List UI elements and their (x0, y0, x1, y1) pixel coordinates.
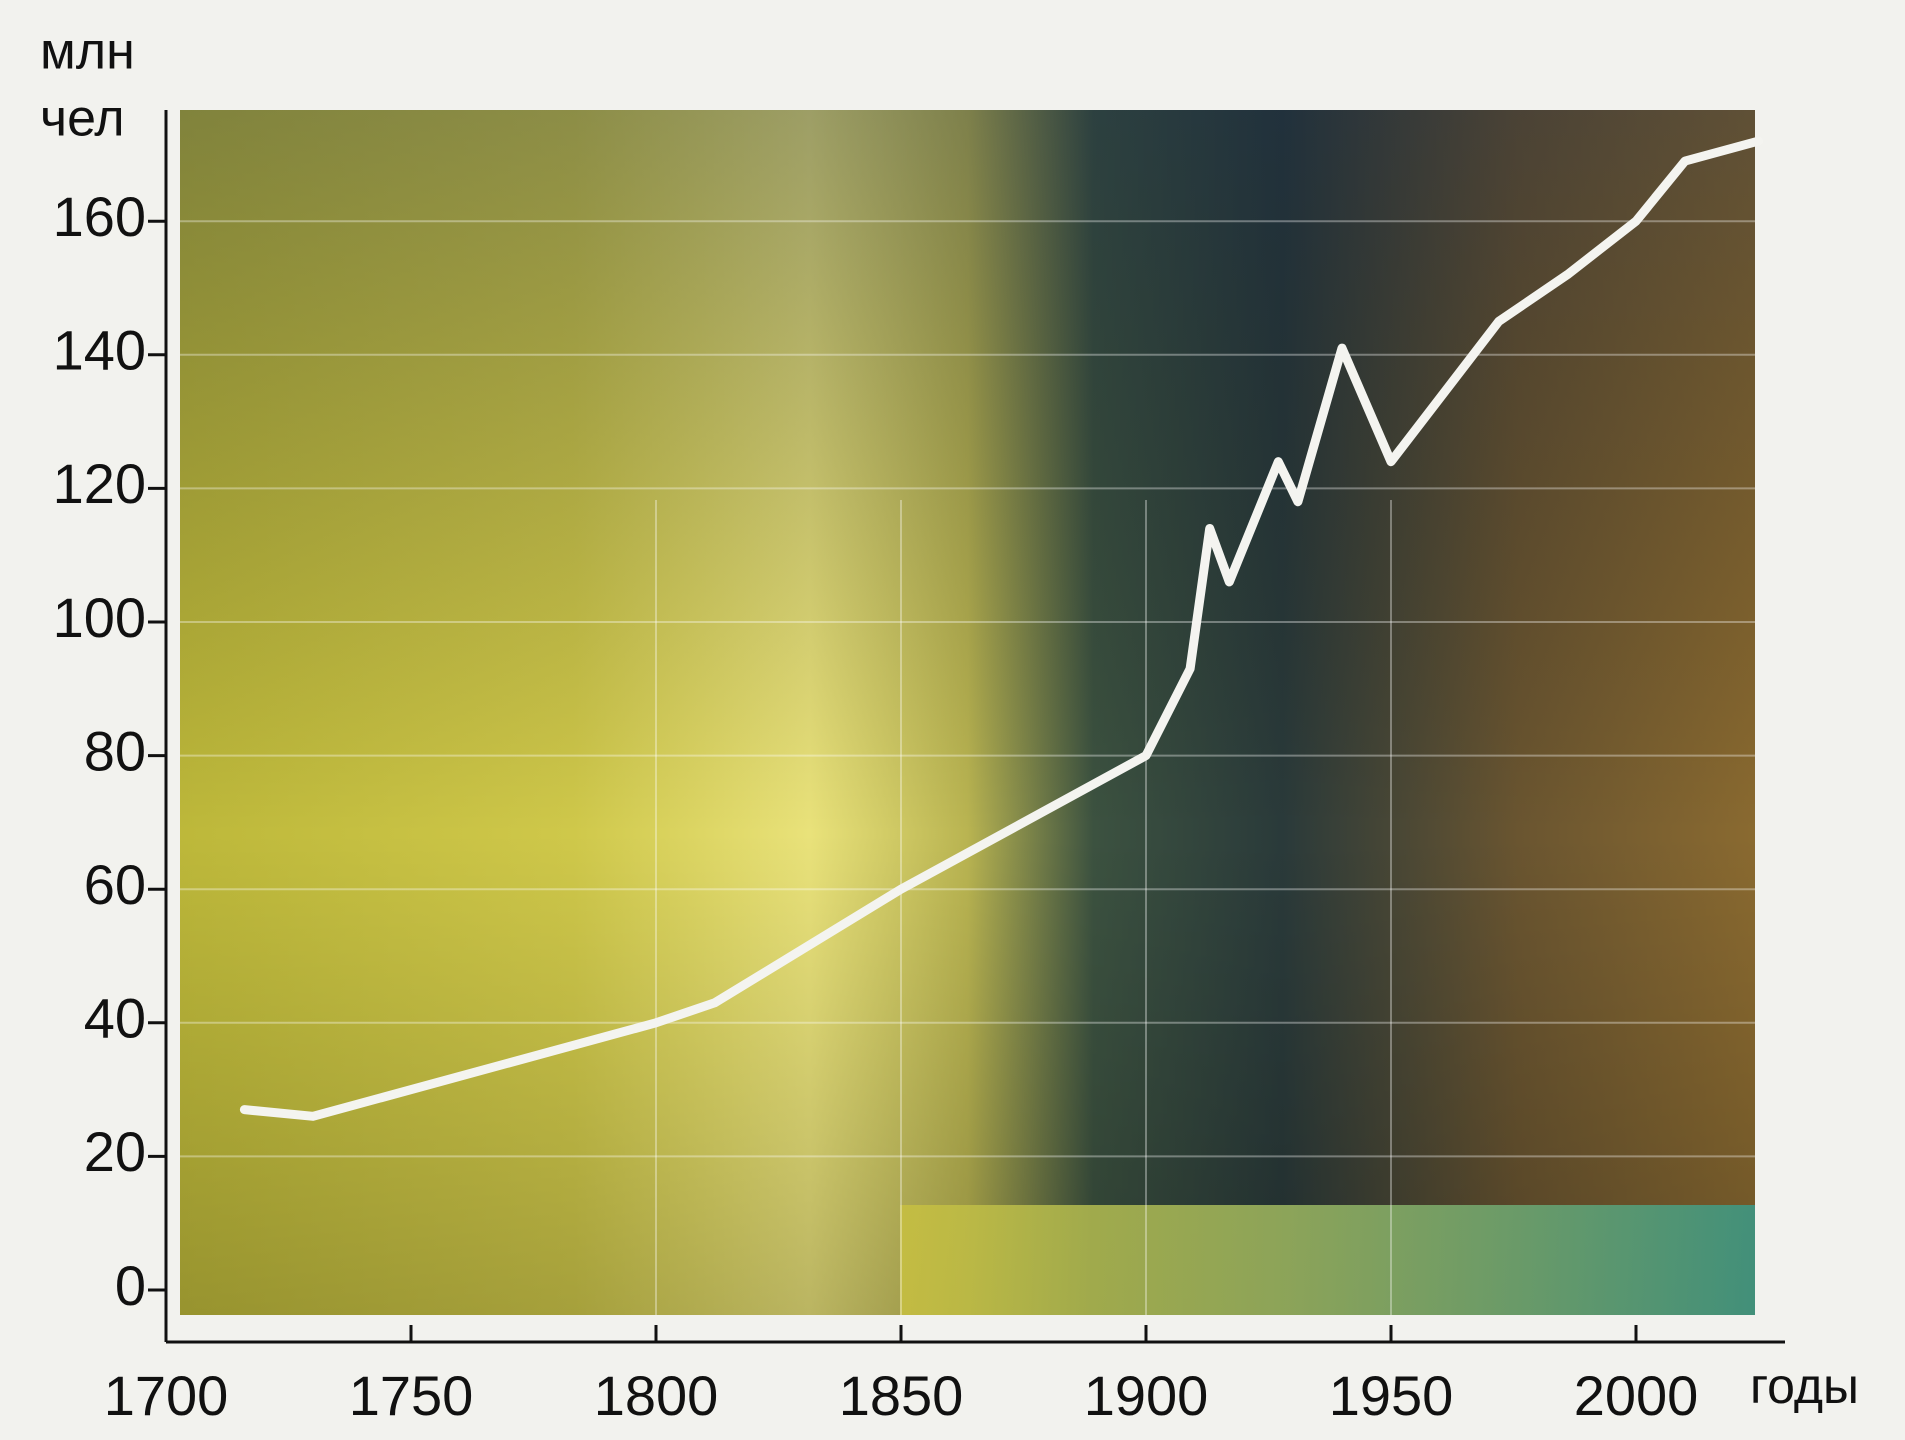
y-unit: млн (40, 23, 135, 81)
y-unit: чел (40, 90, 125, 148)
x-tick-label: 1800 (594, 1364, 719, 1427)
y-tick-label: 0 (115, 1254, 146, 1317)
background-photo (180, 110, 1755, 1315)
x-tick-label: 1750 (349, 1364, 474, 1427)
x-axis-label: годы (1750, 1358, 1859, 1414)
y-tick-label: 20 (84, 1120, 146, 1183)
y-tick-label: 80 (84, 719, 146, 782)
y-tick-label: 40 (84, 987, 146, 1050)
y-tick-label: 160 (53, 185, 146, 248)
x-tick-label: 1700 (104, 1364, 229, 1427)
ticks: 0 20 40 60 80 100 120 140 160 1700 1750 1800 1850 190… (53, 185, 1699, 1427)
x-tick-label: 1950 (1329, 1364, 1454, 1427)
y-tick-label: 60 (84, 853, 146, 916)
data-line (239, 136, 1763, 1121)
y-tick-label: 140 (53, 319, 146, 382)
x-tick-label: 2000 (1574, 1364, 1699, 1427)
grid (180, 220, 1755, 1315)
x-tick-label: 1900 (1084, 1364, 1209, 1427)
y-tick-label: 100 (53, 586, 146, 649)
y-tick-label: 120 (53, 452, 146, 515)
x-tick-label: 1850 (839, 1364, 964, 1427)
